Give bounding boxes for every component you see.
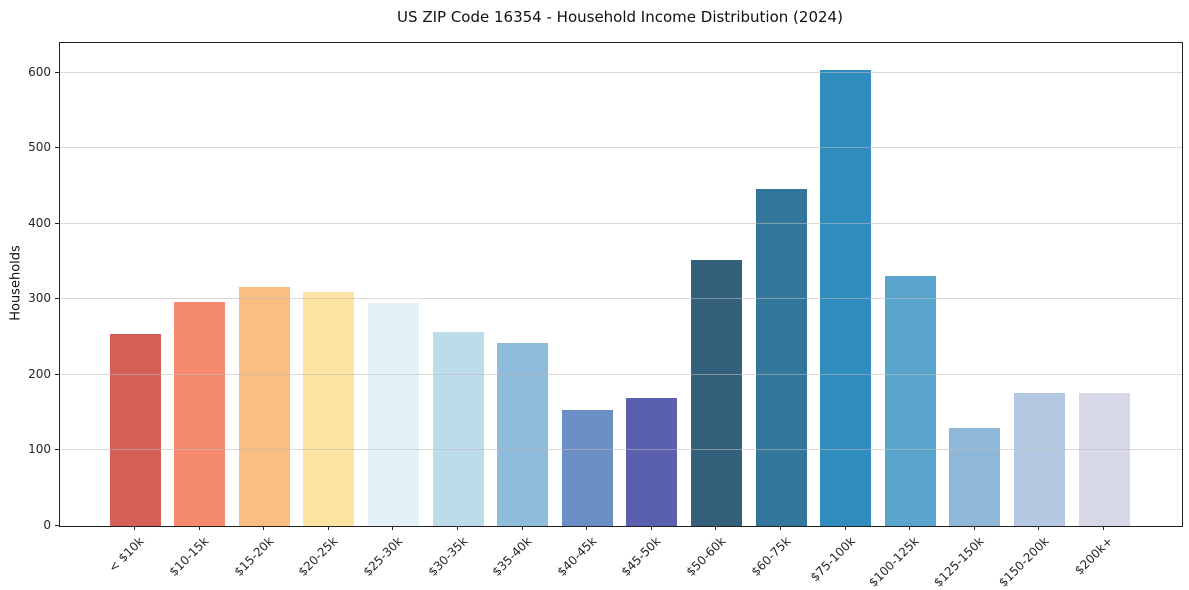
- x-tick-mark: [521, 526, 523, 530]
- x-tick-label: < $10k: [106, 534, 147, 575]
- x-tick-label: $45-50k: [618, 534, 664, 579]
- bar-$125-150k: [949, 427, 1001, 526]
- y-tick-mark: [55, 147, 59, 149]
- gridline-400: [60, 222, 1182, 224]
- bar-$50-60k: [690, 259, 742, 526]
- x-tick-label: $75-100k: [807, 534, 858, 585]
- y-tick-mark: [55, 71, 59, 73]
- y-tick-label: 600: [28, 64, 51, 79]
- y-tick-label: 400: [28, 215, 51, 230]
- bar-< $10k: [109, 334, 161, 526]
- gridline-200: [60, 373, 1182, 375]
- bar-$30-35k: [432, 331, 484, 526]
- y-tick-mark: [55, 525, 59, 526]
- gridline-300: [60, 298, 1182, 300]
- bar-$20-25k: [303, 292, 355, 526]
- bar-$15-20k: [238, 287, 290, 526]
- bar-$60-75k: [755, 188, 807, 526]
- bar-$45-50k: [626, 397, 678, 526]
- bar-$25-30k: [367, 303, 419, 526]
- x-tick-mark: [650, 526, 652, 530]
- gridline-500: [60, 147, 1182, 149]
- y-tick-label: 0: [43, 518, 51, 532]
- x-tick-label: $150-200k: [995, 534, 1052, 590]
- x-tick-label: $35-40k: [489, 534, 535, 579]
- gridline-600: [60, 71, 1182, 73]
- x-tick-label: $200k+: [1072, 534, 1116, 578]
- bar-$10-15k: [174, 302, 226, 526]
- x-tick-label: $100-125k: [866, 534, 923, 590]
- x-tick-mark: [780, 526, 781, 530]
- x-tick-label: $125-150k: [931, 534, 987, 590]
- bar-$150-200k: [1013, 393, 1065, 526]
- x-tick-mark: [263, 526, 265, 530]
- x-tick-label: $20-25k: [295, 534, 341, 579]
- y-tick-label: 200: [28, 366, 51, 381]
- y-axis-label: Households: [8, 245, 24, 321]
- x-tick-mark: [134, 526, 135, 530]
- y-tick-mark: [55, 222, 59, 224]
- x-tick-label: $10-15k: [166, 534, 212, 579]
- x-tick-mark: [844, 526, 846, 530]
- x-tick-mark: [586, 526, 588, 530]
- x-tick-mark: [392, 526, 394, 530]
- plot-area: [59, 42, 1183, 527]
- y-tick-label: 500: [28, 140, 51, 155]
- y-tick-mark: [55, 298, 59, 300]
- x-tick-mark: [1103, 526, 1104, 530]
- bar-$100-125k: [884, 275, 936, 526]
- x-tick-mark: [1038, 526, 1040, 530]
- bar-$40-45k: [561, 409, 613, 526]
- bar-$35-40k: [497, 343, 549, 526]
- x-tick-mark: [198, 526, 200, 530]
- x-tick-label: $40-45k: [554, 534, 600, 579]
- x-tick-mark: [909, 526, 911, 530]
- x-tick-mark: [327, 526, 329, 530]
- chart-title: US ZIP Code 16354 - Household Income Dis…: [397, 8, 843, 26]
- y-tick-mark: [55, 373, 59, 375]
- x-tick-label: $25-30k: [360, 534, 406, 579]
- x-tick-label: $30-35k: [425, 534, 470, 579]
- x-tick-label: $60-75k: [748, 534, 793, 579]
- x-tick-mark: [973, 526, 975, 530]
- x-tick-mark: [715, 526, 717, 530]
- y-tick-label: 300: [28, 291, 51, 306]
- bar-$200k+: [1078, 393, 1130, 526]
- x-tick-label: $50-60k: [683, 534, 729, 579]
- x-tick-mark: [457, 526, 458, 530]
- y-tick-label: 100: [28, 442, 51, 457]
- gridline-100: [60, 449, 1182, 451]
- x-tick-label: $15-20k: [231, 534, 277, 579]
- y-tick-mark: [55, 449, 59, 451]
